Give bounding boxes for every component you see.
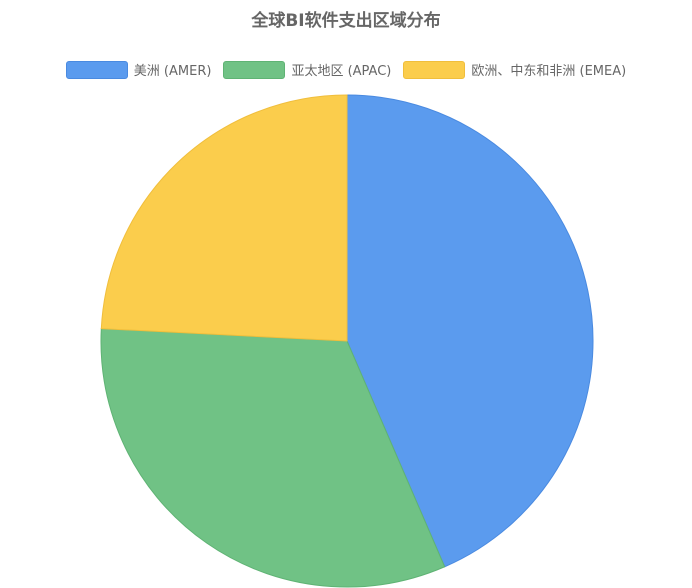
pie-slice-amer[interactable]: [346, 94, 594, 568]
pie-slice-emea[interactable]: [100, 94, 348, 342]
legend: 美洲 (AMER) 亚太地区 (APAC) 欧洲、中东和非洲 (EMEA): [0, 60, 692, 79]
legend-item-amer[interactable]: 美洲 (AMER): [65, 60, 212, 79]
legend-swatch-amer: [65, 60, 128, 79]
legend-item-apac[interactable]: 亚太地区 (APAC): [223, 60, 391, 79]
chart-title: 全球BI软件支出区域分布: [251, 11, 441, 31]
pie-slice-apac[interactable]: [100, 328, 446, 588]
legend-label-apac: 亚太地区 (APAC): [291, 64, 392, 79]
legend-item-emea[interactable]: 欧洲、中东和非洲 (EMEA): [403, 60, 626, 79]
legend-swatch-apac: [223, 60, 286, 79]
legend-swatch-emea: [403, 60, 466, 79]
legend-label-amer: 美洲 (AMER): [133, 64, 212, 79]
legend-label-emea: 欧洲、中东和非洲 (EMEA): [471, 64, 627, 79]
